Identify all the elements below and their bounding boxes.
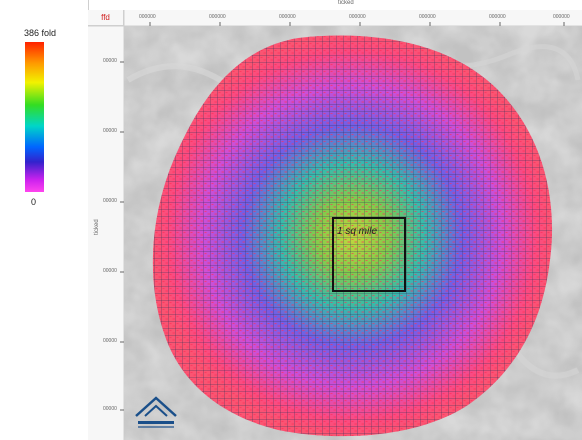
legend-panel: 386 fold 0	[0, 0, 89, 440]
fold-map	[88, 10, 582, 440]
top-tick-label: 000000	[279, 14, 296, 20]
top-tick-label: 000000	[209, 14, 226, 20]
top-tick-label: 000000	[419, 14, 436, 20]
side-tick-label: 00000	[103, 128, 117, 134]
fold-coverage	[152, 35, 553, 437]
legend-min-label: 0	[31, 197, 37, 207]
map-canvas[interactable]	[88, 10, 582, 440]
side-ruler-title: ticked	[94, 219, 100, 235]
top-tick-label: 000000	[139, 14, 156, 20]
one-square-mile-box	[332, 217, 406, 292]
side-tick-label: 00000	[103, 198, 117, 204]
side-tick-label: 00000	[103, 268, 117, 274]
top-ruler	[88, 10, 582, 26]
top-tick-label: 000000	[349, 14, 366, 20]
side-ruler	[88, 10, 124, 440]
side-tick-label: 00000	[103, 338, 117, 344]
side-ruler-ticks	[120, 61, 124, 411]
fold-color-scale	[25, 42, 44, 192]
ruler-corner-label: ffd	[88, 10, 124, 26]
side-tick-label: 00000	[103, 406, 117, 412]
legend-max-label: 386 fold	[24, 28, 57, 38]
top-ruler-ticks	[149, 22, 565, 26]
top-tick-label: 000000	[553, 14, 570, 20]
mountain-logo-icon	[132, 392, 188, 430]
side-tick-label: 00000	[103, 58, 117, 64]
top-tick-label: 000000	[489, 14, 506, 20]
top-ruler-title: ticked	[338, 0, 354, 6]
inset-box-label: 1 sq mile	[337, 226, 378, 237]
